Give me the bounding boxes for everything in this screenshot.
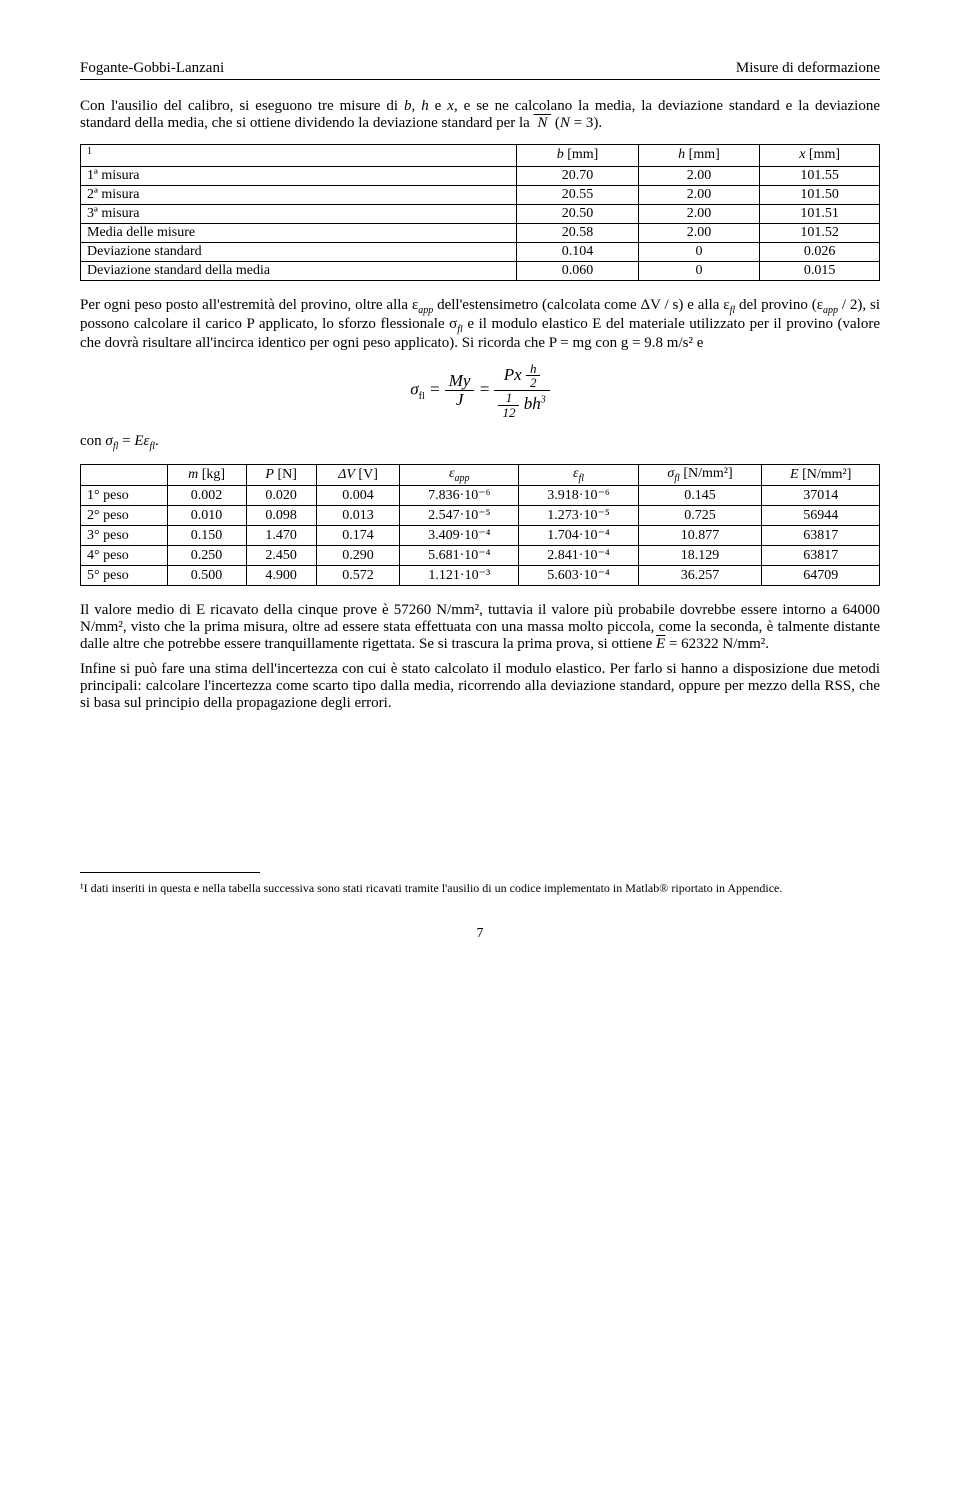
table-row: 4° peso0.2502.4500.2905.681·10⁻⁴2.841·10…: [81, 546, 880, 566]
table-row: 3ª misura20.502.00101.51: [81, 204, 880, 223]
explanation-paragraph: Per ogni peso posto all'estremità del pr…: [80, 297, 880, 352]
stress-formula: σfl = MyJ = Px h2 112 bh3: [80, 362, 880, 420]
col-header: εapp: [400, 465, 519, 486]
table-row: 3° peso0.1501.4700.1743.409·10⁻⁴1.704·10…: [81, 526, 880, 546]
col-header: h [mm]: [638, 145, 759, 167]
col-header: εfl: [519, 465, 638, 486]
col-header: E [N/mm²]: [762, 465, 880, 486]
table-row: 1 b [mm] h [mm] x [mm]: [81, 145, 880, 167]
table-row: Deviazione standard della media0.06000.0…: [81, 261, 880, 280]
footnote-separator: [80, 872, 260, 873]
intro-paragraph: Con l'ausilio del calibro, si eseguono t…: [80, 98, 880, 132]
page-header: Fogante-Gobbi-Lanzani Misure di deformaz…: [80, 60, 880, 80]
measurements-table: 1 b [mm] h [mm] x [mm] 1ª misura20.702.0…: [80, 144, 880, 281]
footnote-text: ¹I dati inseriti in questa e nella tabel…: [80, 881, 880, 896]
col-header: σfl [N/mm²]: [638, 465, 762, 486]
uncertainty-paragraph: Infine si può fare una stima dell'incert…: [80, 661, 880, 712]
page-number: 7: [80, 926, 880, 942]
results-table: m [kg] P [N] ΔV [V] εapp εfl σfl [N/mm²]…: [80, 464, 880, 586]
table-row: 2° peso0.0100.0980.0132.547·10⁻⁵1.273·10…: [81, 506, 880, 526]
col-header: b [mm]: [517, 145, 638, 167]
col-header: m [kg]: [167, 465, 246, 486]
table-row: m [kg] P [N] ΔV [V] εapp εfl σfl [N/mm²]…: [81, 465, 880, 486]
table-row: Deviazione standard0.10400.026: [81, 242, 880, 261]
table-row: 2ª misura20.552.00101.50: [81, 185, 880, 204]
table-row: 5° peso0.5004.9000.5721.121·10⁻³5.603·10…: [81, 566, 880, 586]
footnote-ref: 1: [81, 145, 517, 167]
header-left: Fogante-Gobbi-Lanzani: [80, 60, 224, 77]
table-row: Media delle misure20.582.00101.52: [81, 223, 880, 242]
table-row: 1ª misura20.702.00101.55: [81, 166, 880, 185]
table-row: 1° peso0.0020.0200.0047.836·10⁻⁶3.918·10…: [81, 486, 880, 506]
col-header: P [N]: [246, 465, 316, 486]
con-line: con σfl = Eεfl.: [80, 433, 880, 452]
col-header: ΔV [V]: [316, 465, 399, 486]
header-right: Misure di deformazione: [736, 60, 880, 77]
analysis-paragraph: Il valore medio di E ricavato della cinq…: [80, 602, 880, 653]
col-header: x [mm]: [760, 145, 880, 167]
